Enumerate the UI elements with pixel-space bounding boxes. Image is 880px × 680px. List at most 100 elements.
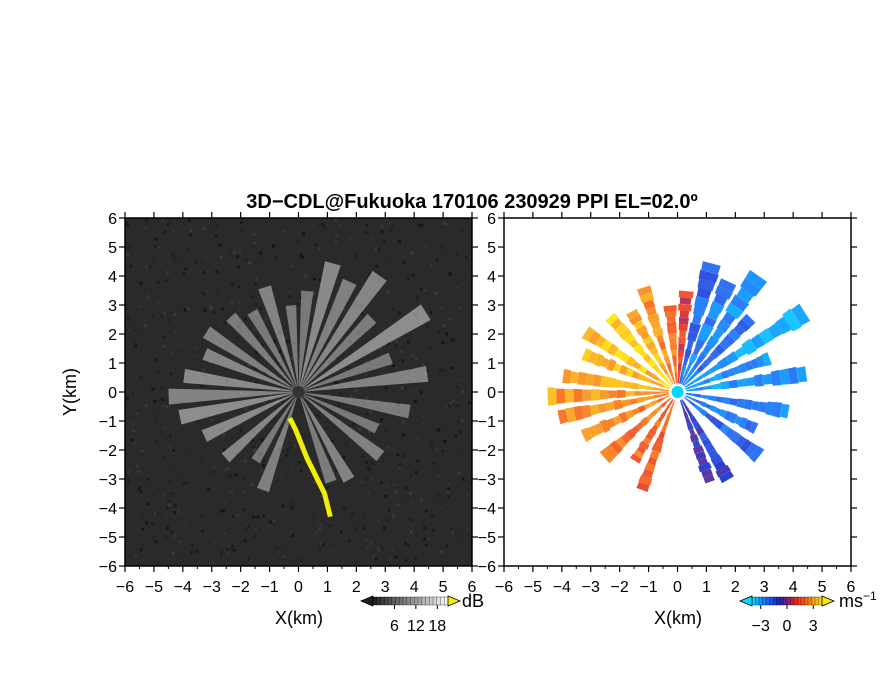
noise-cell [130, 391, 134, 395]
noise-cell [128, 218, 132, 222]
noise-cell [450, 230, 454, 234]
velocity-ray-segment [728, 412, 738, 424]
velocity-ray-segment [758, 401, 768, 413]
noise-cell [362, 527, 366, 531]
noise-cell [323, 345, 327, 349]
noise-cell [235, 377, 239, 380]
noise-cell [174, 331, 178, 335]
velocity-ray-segment [736, 398, 746, 409]
noise-cell [378, 511, 382, 515]
noise-cell [414, 470, 418, 474]
noise-cell [126, 316, 130, 320]
noise-cell [459, 379, 463, 383]
noise-cell [260, 254, 264, 258]
velocity-colorbar: −3 0 3 [738, 595, 836, 635]
noise-cell [424, 362, 428, 366]
velocity-ray-segment [656, 334, 665, 344]
noise-cell [458, 471, 461, 475]
noise-cell [139, 548, 143, 552]
velocity-ray-segment [657, 377, 665, 385]
noise-cell [330, 439, 334, 443]
snr-ray [258, 285, 299, 392]
noise-cell [182, 272, 186, 276]
velocity-ray-segment [694, 386, 704, 391]
noise-cell [245, 527, 249, 531]
velocity-ray-segment [623, 381, 632, 389]
noise-cell [187, 219, 191, 222]
noise-cell [146, 440, 149, 444]
noise-cell [430, 473, 433, 477]
noise-cell [156, 301, 160, 304]
noise-cell [243, 220, 247, 224]
colorbar-tick-label: 12 [407, 618, 425, 635]
velocity-ray-segment [629, 338, 639, 349]
velocity-ray-segment [749, 445, 765, 463]
velocity-ray-segment [697, 380, 705, 386]
noise-cell [456, 385, 460, 389]
velocity-ray-segment [678, 317, 689, 325]
noise-cell [234, 529, 238, 533]
velocity-ray-segment [636, 285, 653, 297]
velocity-ray-segment [679, 330, 687, 338]
noise-cell [230, 483, 234, 487]
noise-cell [232, 548, 236, 552]
noise-cell [425, 322, 429, 326]
velocity-ray-segment [701, 359, 710, 369]
noise-cell [127, 305, 130, 309]
velocity-ray-segment [650, 399, 658, 407]
noise-cell [431, 514, 435, 518]
noise-cell [345, 368, 349, 372]
noise-cell [145, 521, 149, 525]
noise-cell [429, 311, 433, 315]
noise-cell [237, 300, 241, 304]
velocity-ray-segment [640, 417, 650, 427]
velocity-ray-segment [705, 354, 715, 364]
snr-rays [168, 261, 431, 493]
noise-cell [237, 285, 241, 289]
noise-cell [189, 551, 193, 555]
noise-cell [223, 531, 227, 535]
noise-cell [139, 376, 143, 380]
noise-cell [243, 317, 247, 321]
velocity-ray-segment [692, 360, 701, 371]
velocity-ray-segment [732, 365, 741, 375]
velocity-ray-segment [710, 454, 723, 466]
noise-cell [416, 296, 420, 300]
velocity-ray-segment [638, 384, 647, 390]
velocity-ray-segment [642, 437, 652, 446]
noise-cell [444, 358, 448, 362]
noise-cell [303, 502, 307, 506]
velocity-ray-segment [703, 474, 715, 484]
noise-cell [196, 420, 199, 424]
velocity-ray-segment [565, 407, 577, 423]
noise-cell [385, 484, 389, 488]
noise-cell [140, 449, 144, 453]
x-tick-label: −4 [553, 579, 571, 596]
noise-cell [252, 327, 256, 331]
noise-cell [409, 492, 413, 495]
velocity-ray-segment [726, 368, 735, 377]
noise-cell [281, 555, 285, 559]
noise-cell [289, 403, 293, 407]
noise-cell [369, 460, 373, 464]
noise-cell [452, 338, 456, 342]
noise-cell [276, 546, 280, 550]
noise-cell [380, 230, 384, 234]
velocity-ray-segment [663, 418, 669, 427]
noise-cell [434, 246, 438, 250]
noise-cell [423, 553, 427, 557]
velocity-ray-segment [661, 388, 669, 392]
noise-cell [228, 249, 232, 253]
noise-cell [184, 267, 188, 271]
velocity-ray-segment [692, 370, 700, 378]
noise-cell [344, 377, 348, 381]
velocity-ray-segment [666, 362, 672, 371]
noise-cell [162, 496, 166, 500]
noise-cell [250, 482, 254, 486]
noise-cell [281, 399, 284, 403]
snr-ray [298, 392, 411, 419]
noise-cell [164, 279, 168, 283]
noise-cell [162, 344, 166, 348]
noise-cell [364, 460, 368, 464]
noise-cell [448, 317, 452, 321]
